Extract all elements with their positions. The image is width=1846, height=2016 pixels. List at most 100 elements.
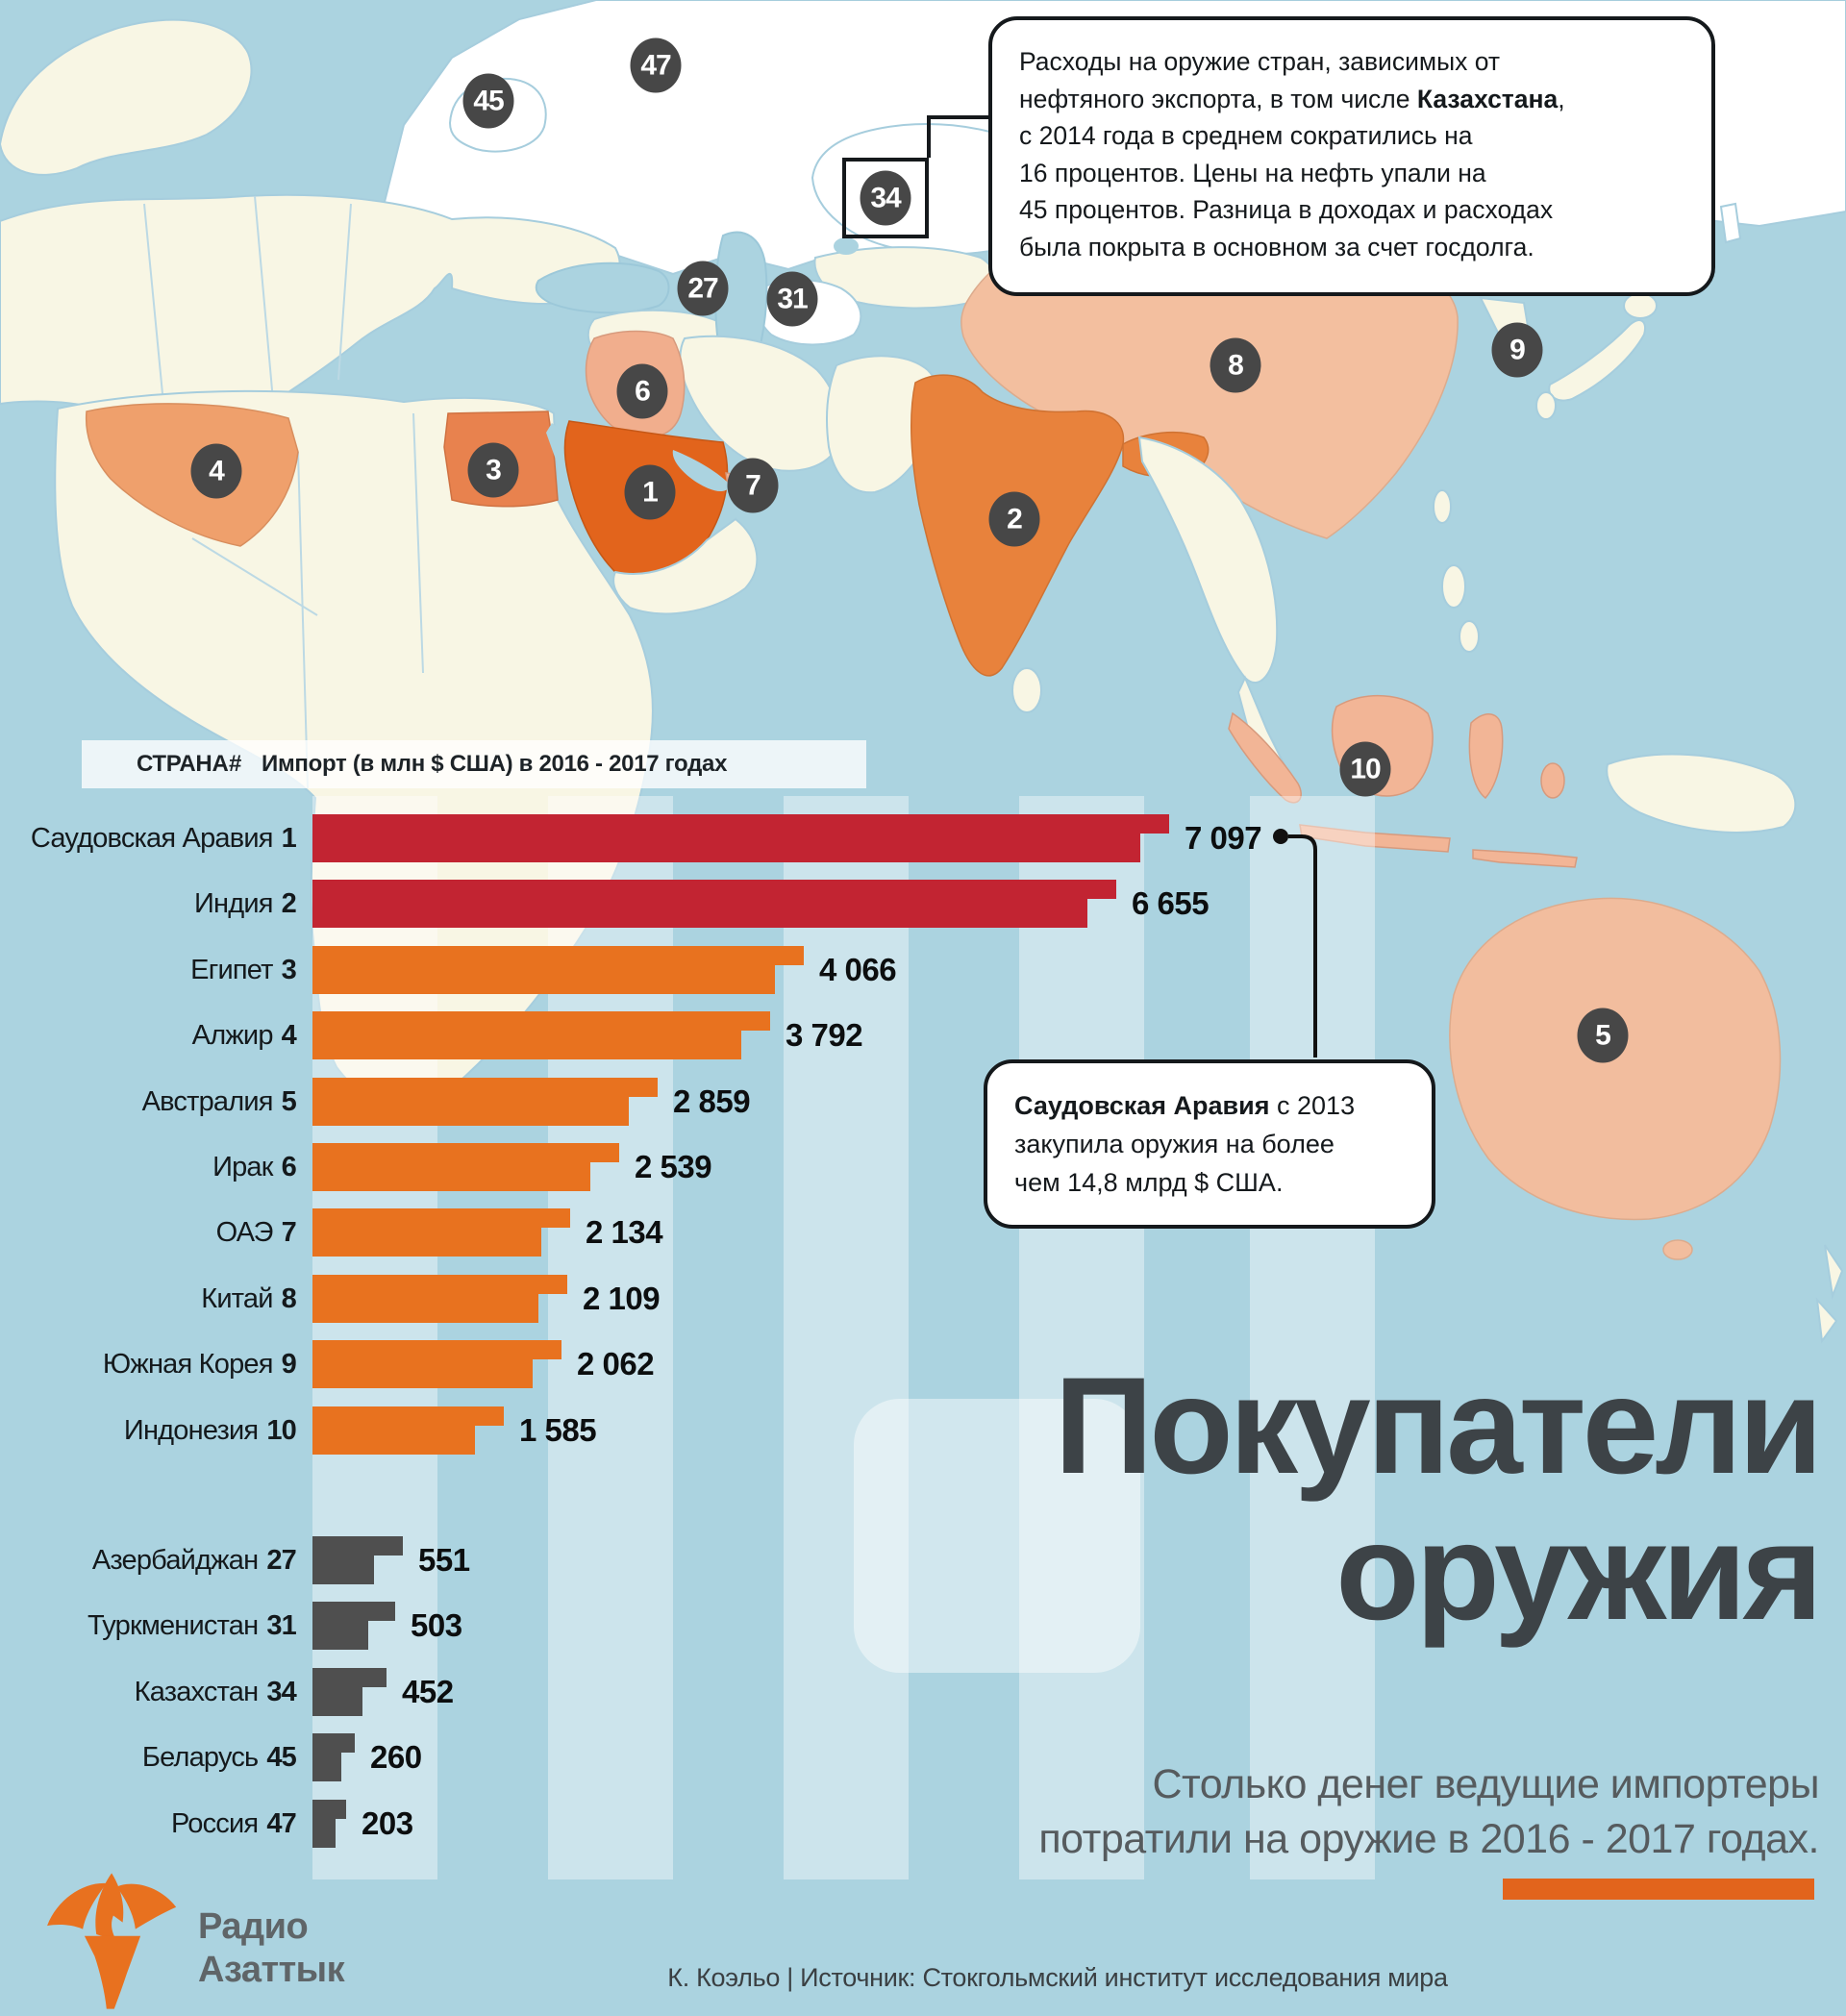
bg-rounded-shape — [854, 1399, 1140, 1673]
row-rank: 47 — [266, 1807, 296, 1839]
row-country-name: Китай — [201, 1282, 273, 1314]
note-line: 16 процентов. Цены на нефть упали на — [1019, 158, 1486, 187]
logo-text-line2: Азаттык — [198, 1950, 345, 1990]
row-label: Южная Корея 9 — [0, 1340, 297, 1388]
row-bar — [312, 1077, 658, 1126]
row-value: 3 792 — [786, 1017, 863, 1054]
row-bar — [312, 1340, 561, 1389]
row-bar — [312, 1274, 567, 1323]
chart-row-27: Азербайджан 27 551 — [0, 1536, 1846, 1584]
row-value: 452 — [402, 1673, 454, 1709]
row-rank: 4 — [281, 1020, 297, 1052]
row-label: Беларусь 45 — [0, 1733, 297, 1781]
note-line: Расходы на оружие стран, зависимых от — [1019, 47, 1501, 76]
row-rank: 27 — [266, 1545, 296, 1576]
row-bar — [312, 1733, 355, 1782]
chart-header: СТРАНА # Импорт (в млн $ США) в 2016 - 2… — [82, 740, 866, 788]
bg-stripe — [784, 796, 909, 1879]
chart-row-1: Саудовская Аравия 1 7 097 — [0, 814, 1846, 862]
row-country-name: Беларусь — [141, 1742, 259, 1774]
row-bar — [312, 1667, 387, 1716]
row-country-name: ОАЭ — [215, 1217, 274, 1249]
row-country-name: Саудовская Аравия — [30, 823, 274, 854]
row-label: ОАЭ 7 — [0, 1208, 297, 1257]
chart-row-47: Россия 47 203 — [0, 1799, 1846, 1848]
row-label: Казахстан 34 — [0, 1668, 297, 1716]
row-value: 551 — [418, 1542, 470, 1578]
chart-row-3: Египет 3 4 066 — [0, 945, 1846, 994]
chart-header-imports: Импорт (в млн $ США) в 2016 - 2017 годах — [262, 751, 728, 777]
chart-row-8: Китай 8 2 109 — [0, 1274, 1846, 1323]
chart-header-rank: # — [229, 751, 242, 777]
row-country-name: Ирак — [212, 1152, 273, 1182]
map-marker-6: 6 — [616, 363, 668, 419]
row-country-name: Казахстан — [134, 1676, 260, 1707]
row-value: 260 — [370, 1739, 422, 1776]
map-marker-2: 2 — [988, 491, 1040, 547]
kazakhstan-box — [842, 158, 929, 238]
note-line: Саудовская Аравия с 2013 — [1014, 1091, 1356, 1120]
chart-row-6: Ирак 6 2 539 — [0, 1143, 1846, 1191]
row-value: 203 — [362, 1804, 413, 1841]
row-bar — [312, 945, 804, 994]
row-country-name: Египет — [190, 954, 273, 985]
map-marker-27: 27 — [677, 261, 729, 316]
row-country-name: Алжир — [191, 1020, 274, 1052]
chart-row-34: Казахстан 34 452 — [0, 1667, 1846, 1716]
map-marker-47: 47 — [630, 37, 682, 93]
bg-stripe — [1019, 796, 1144, 1879]
row-rank: 9 — [281, 1349, 297, 1381]
row-bar — [312, 814, 1169, 862]
row-rank: 1 — [281, 823, 297, 854]
row-bar — [312, 880, 1116, 929]
row-label: Россия 47 — [0, 1800, 297, 1848]
row-label: Индия 2 — [0, 880, 297, 928]
note-line: закупила оружия на более — [1014, 1130, 1335, 1158]
map-marker-34: 34 — [860, 170, 911, 226]
row-label: Индонезия 10 — [0, 1406, 297, 1455]
row-bar — [312, 1011, 770, 1060]
map-marker-9: 9 — [1491, 322, 1543, 378]
row-bar — [312, 1536, 403, 1584]
row-rank: 31 — [266, 1610, 296, 1642]
chart-row-2: Индия 2 6 655 — [0, 880, 1846, 929]
row-label: Саудовская Аравия 1 — [0, 814, 297, 862]
note-oil-exporters: Расходы на оружие стран, зависимых от неф… — [988, 16, 1715, 296]
chart-row-9: Южная Корея 9 2 062 — [0, 1340, 1846, 1389]
chart-row-4: Алжир 4 3 792 — [0, 1011, 1846, 1060]
map-marker-7: 7 — [727, 458, 779, 513]
row-rank: 6 — [281, 1152, 297, 1182]
row-value: 503 — [411, 1607, 462, 1644]
row-value: 4 066 — [819, 951, 897, 987]
row-country-name: Азербайджан — [91, 1545, 259, 1576]
note-saudi-arabia: Саудовская Аравия с 2013 закупила оружия … — [984, 1059, 1435, 1229]
row-bar — [312, 1406, 504, 1455]
row-country-name: Индия — [193, 888, 273, 920]
page-title: Покупатели оружия — [1055, 1354, 1823, 1649]
page-title-line2: оружия — [1335, 1496, 1823, 1649]
row-label: Туркменистан 31 — [0, 1602, 297, 1650]
note-line: с 2014 года в среднем сократились на — [1019, 121, 1473, 150]
row-value: 2 134 — [586, 1214, 663, 1251]
accent-dash — [1503, 1879, 1814, 1900]
row-country-name: Австралия — [141, 1085, 274, 1117]
map-marker-45: 45 — [462, 73, 514, 129]
row-value: 2 859 — [673, 1083, 751, 1119]
chart-header-country: СТРАНА — [137, 751, 229, 777]
row-bar — [312, 1143, 619, 1191]
row-value: 2 062 — [577, 1346, 655, 1382]
row-value: 2 109 — [583, 1280, 661, 1316]
page-subtitle-line2: потратили на оружие в 2016 - 2017 годах. — [1038, 1816, 1819, 1862]
row-rank: 2 — [281, 888, 297, 920]
note-line: чем 14,8 млрд $ США. — [1014, 1168, 1284, 1197]
map-marker-4: 4 — [190, 443, 242, 499]
map-marker-10: 10 — [1339, 741, 1391, 797]
row-rank: 3 — [281, 954, 297, 985]
chart-row-10: Индонезия 10 1 585 — [0, 1406, 1846, 1455]
row-label: Алжир 4 — [0, 1011, 297, 1059]
row-label: Египет 3 — [0, 946, 297, 994]
row-label: Азербайджан 27 — [0, 1536, 297, 1584]
map-marker-3: 3 — [467, 442, 519, 498]
page-subtitle-line1: Столько денег ведущие импортеры — [1152, 1761, 1819, 1807]
